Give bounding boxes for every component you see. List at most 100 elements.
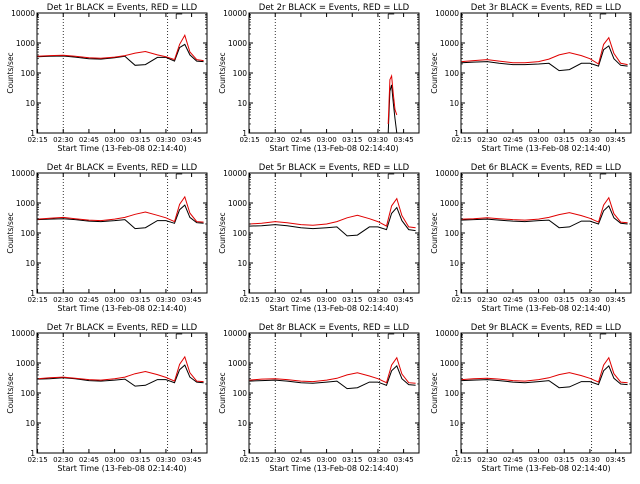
y-axis-label: Counts/sec (430, 52, 439, 93)
y-tick-label: 1 (454, 449, 459, 458)
x-tick-label: 03:15 (130, 136, 150, 144)
bracket-marker (387, 13, 395, 19)
x-tick-label: 03:30 (580, 136, 600, 144)
events-series-line (249, 206, 416, 237)
bracket-marker (599, 13, 607, 19)
x-tick-label: 02:15 (27, 456, 47, 464)
x-axis-label: Start Time (13-Feb-08 02:14:40) (269, 304, 398, 313)
x-tick-label: 03:30 (368, 456, 388, 464)
x-tick-label: 03:45 (394, 136, 414, 144)
x-tick-label: 03:30 (580, 456, 600, 464)
x-tick-label: 03:00 (104, 456, 124, 464)
y-tick-label: 1 (30, 289, 35, 298)
y-tick-label: 10 (237, 259, 247, 268)
y-tick-label: 1000 (440, 199, 459, 208)
x-tick-label: 03:30 (368, 136, 388, 144)
x-tick-label: 03:00 (528, 456, 548, 464)
bracket-marker (387, 173, 395, 179)
x-tick-label: 03:00 (528, 136, 548, 144)
y-tick-label: 10 (25, 99, 35, 108)
x-tick-label: 03:30 (368, 296, 388, 304)
y-tick-label: 10 (237, 419, 247, 428)
lld-series-line (249, 197, 416, 229)
x-tick-label: 03:15 (554, 456, 574, 464)
detector-panel: Det 6r BLACK = Events, RED = LLD 1 10 100 10… (430, 163, 632, 313)
plot-frame (36, 332, 208, 454)
y-tick-label: 1 (242, 449, 247, 458)
x-tick-label: 02:30 (265, 136, 285, 144)
x-tick-label: 03:15 (554, 296, 574, 304)
detector-panel: Det 8r BLACK = Events, RED = LLD 1 10 100 10… (218, 323, 420, 473)
lld-series-line (37, 195, 204, 223)
y-tick-label: 10000 (223, 169, 247, 178)
lld-series-line (37, 355, 204, 383)
y-axis-label: Counts/sec (430, 212, 439, 253)
y-tick-label: 1000 (16, 39, 35, 48)
x-axis-label: Start Time (13-Feb-08 02:14:40) (481, 304, 610, 313)
y-tick-label: 100 (21, 229, 36, 238)
plot-frame (248, 172, 420, 294)
x-tick-label: 03:30 (156, 456, 176, 464)
panel-title: Det 8r BLACK = Events, RED = LLD (259, 323, 410, 333)
events-series-line (461, 205, 628, 229)
x-tick-label: 03:45 (606, 136, 626, 144)
x-axis-label: Start Time (13-Feb-08 02:14:40) (57, 144, 186, 153)
detector-panel: Det 7r BLACK = Events, RED = LLD 1 10 100 10… (6, 323, 208, 473)
y-tick-label: 100 (445, 69, 460, 78)
x-tick-label: 02:15 (451, 136, 471, 144)
y-tick-label: 10 (25, 419, 35, 428)
y-tick-label: 1000 (16, 199, 35, 208)
x-tick-label: 03:00 (104, 136, 124, 144)
x-tick-label: 02:45 (291, 296, 311, 304)
x-tick-label: 02:15 (239, 296, 259, 304)
x-tick-label: 03:00 (528, 296, 548, 304)
x-tick-label: 03:45 (182, 296, 202, 304)
x-tick-label: 03:00 (316, 296, 336, 304)
x-tick-label: 02:45 (79, 296, 99, 304)
lld-series-line (461, 196, 628, 224)
x-tick-label: 03:15 (130, 296, 150, 304)
x-tick-label: 03:45 (394, 296, 414, 304)
bracket-marker (175, 173, 183, 179)
x-axis-label: Start Time (13-Feb-08 02:14:40) (269, 144, 398, 153)
x-tick-label: 02:30 (265, 456, 285, 464)
y-tick-label: 10000 (435, 9, 459, 18)
x-tick-label: 02:15 (451, 456, 471, 464)
lld-series-line (249, 356, 416, 384)
x-tick-label: 02:45 (79, 136, 99, 144)
x-tick-label: 03:15 (342, 296, 362, 304)
lld-series-line (461, 356, 628, 384)
x-tick-label: 03:45 (182, 136, 202, 144)
x-tick-label: 02:30 (477, 136, 497, 144)
lld-series-line (37, 34, 204, 62)
x-tick-label: 02:15 (27, 136, 47, 144)
y-tick-label: 1000 (228, 359, 247, 368)
detector-panel: Det 4r BLACK = Events, RED = LLD 1 10 100 10… (6, 163, 208, 313)
x-tick-label: 03:00 (316, 456, 336, 464)
y-tick-label: 1 (454, 129, 459, 138)
x-tick-label: 03:30 (580, 296, 600, 304)
panel-title: Det 3r BLACK = Events, RED = LLD (471, 3, 622, 13)
x-axis-label: Start Time (13-Feb-08 02:14:40) (481, 144, 610, 153)
y-tick-label: 10 (237, 99, 247, 108)
panel-title: Det 5r BLACK = Events, RED = LLD (259, 163, 410, 173)
y-tick-label: 100 (21, 389, 36, 398)
y-tick-label: 10000 (223, 329, 247, 338)
x-axis-label: Start Time (13-Feb-08 02:14:40) (481, 464, 610, 473)
y-axis-label: Counts/sec (6, 52, 15, 93)
plot-frame (460, 172, 632, 294)
x-axis-label: Start Time (13-Feb-08 02:14:40) (57, 464, 186, 473)
bracket-marker (599, 333, 607, 339)
x-tick-label: 03:30 (156, 136, 176, 144)
y-tick-label: 10 (449, 99, 459, 108)
detector-panel: Det 1r BLACK = Events, RED = LLD 1 10 100 10… (6, 3, 208, 153)
x-tick-label: 02:30 (477, 456, 497, 464)
bracket-marker (599, 173, 607, 179)
y-tick-label: 1000 (16, 359, 35, 368)
x-tick-label: 02:45 (503, 296, 523, 304)
x-tick-label: 02:15 (239, 136, 259, 144)
x-tick-label: 02:45 (503, 456, 523, 464)
y-axis-label: Counts/sec (6, 212, 15, 253)
